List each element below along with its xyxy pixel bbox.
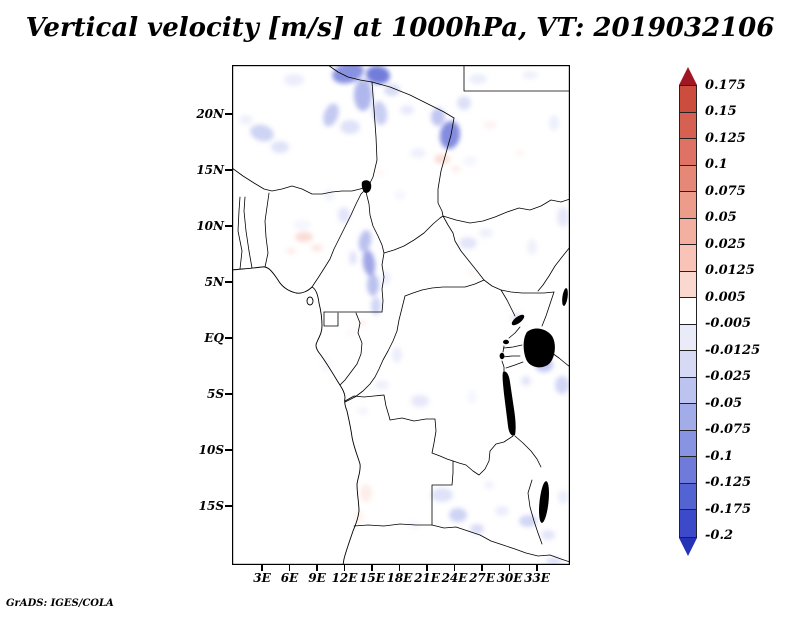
map-frame [232,65,570,565]
x-axis-tick-mark [398,565,401,571]
y-axis-tick-mark [225,393,232,395]
colorbar-tick-label: -0.1 [705,448,734,464]
colorbar-tick-label: -0.125 [705,475,752,490]
colorbar-tick-label: -0.005 [705,316,752,331]
colorbar-segment [680,165,696,192]
x-axis-tick-label: 3E [253,571,271,585]
colorbar-segment [680,430,696,457]
colorbar-segment [680,192,696,219]
colorbar-segment [680,139,696,166]
colorbar-tick-label: 0.1 [705,157,728,172]
lake-edward [503,339,509,345]
colorbar-segments [679,85,697,538]
colorbar-arrow-up-icon [679,67,697,85]
x-axis-tick-mark [316,565,318,571]
y-axis-tick-mark [225,225,232,227]
colorbar-tick-label: 0.15 [705,104,737,119]
x-axis-tick-label: 24E [441,571,468,585]
colorbar-segment [680,510,696,537]
colorbar-tick-label: 0.025 [705,236,746,252]
colorbar-segment [680,483,696,510]
y-axis-tick-mark [225,449,232,451]
lake-victoria [523,328,555,368]
velocity-shading [239,65,569,565]
colorbar-tick-label: 0.0125 [705,263,755,278]
colorbar-segment [680,457,696,484]
lake-malawi [539,481,549,523]
y-axis-tick-mark [225,505,232,507]
credit-text: GrADS: IGES/COLA [6,598,114,609]
colorbar-segment [680,324,696,351]
x-axis-tick-mark [343,565,346,571]
colorbar-tick-label: 0.125 [705,130,746,146]
x-axis-tick-mark [261,565,263,571]
colorbar-segment [680,351,696,378]
x-axis-tick-label: 21E [414,571,440,585]
x-axis-tick-mark [453,565,456,571]
x-axis-tick-label: 15E [359,571,385,585]
lakes [361,180,568,523]
y-axis-tick-mark [225,113,232,115]
y-axis-tick-mark [225,281,232,283]
x-axis-tick-mark [426,565,428,571]
colorbar-tick-label: -0.175 [705,501,752,517]
colorbar-tick-label: 0.005 [705,289,746,305]
colorbar-tick-label: -0.2 [705,528,734,543]
lake-tanganyika [502,371,516,436]
colorbar-segment [680,271,696,298]
y-axis-tick-mark [225,337,232,339]
colorbar-segment [680,245,696,272]
x-axis-tick-mark [481,565,483,571]
colorbar-tick-label: 0.175 [705,77,746,93]
y-axis-tick-label: 15S [198,499,224,513]
country-borders [232,65,570,563]
y-axis-tick-label: 15N [196,163,224,177]
x-axis-tick-label: 18E [386,571,413,585]
colorbar-tick-label: 0.05 [705,210,737,225]
x-axis-tick-mark [536,565,538,571]
lake-chad [361,180,372,193]
colorbar-segment [680,298,696,325]
x-axis-tick-label: 33E [524,571,550,585]
map-panel [232,65,570,565]
x-axis-tick-label: 12E [331,571,358,585]
y-axis-tick-label: 10S [198,443,224,457]
y-axis-tick-label: 5N [204,275,224,289]
colorbar-segment [680,377,696,404]
x-axis-tick-label: 30E [496,571,523,585]
x-axis-tick-label: 6E [280,571,299,585]
y-axis-tick-label: 10N [196,219,224,233]
colorbar-segment [680,112,696,139]
colorbar-segment [680,404,696,431]
lake-kivu [499,352,505,360]
x-axis-tick-mark [371,565,373,571]
colorbar-tick-label: -0.0125 [705,342,761,358]
colorbar-tick-label: 0.075 [705,183,746,199]
colorbar-tick-label: -0.075 [705,422,752,437]
colorbar-segment [680,86,696,113]
plot-title: Vertical velocity [m/s] at 1000hPa, VT: … [25,13,775,43]
y-axis-tick-label: 5S [206,387,224,401]
map-svg [232,65,570,565]
colorbar-tick-label: -0.05 [705,395,743,411]
x-axis-tick-label: 27E [469,571,495,585]
colorbar-segment [680,218,696,245]
x-axis-tick-label: 9E [308,571,326,585]
y-axis-tick-mark [225,169,232,171]
x-axis-tick-mark [508,565,511,571]
lake-turkana [562,288,568,306]
y-axis-tick-label: EQ [204,331,224,345]
coastline [232,266,361,565]
lake-albert [511,314,525,326]
x-axis-tick-mark [288,565,291,571]
y-axis-tick-label: 20N [196,107,224,121]
colorbar-tick-label: -0.025 [705,369,752,384]
colorbar-arrow-down-icon [679,537,697,556]
